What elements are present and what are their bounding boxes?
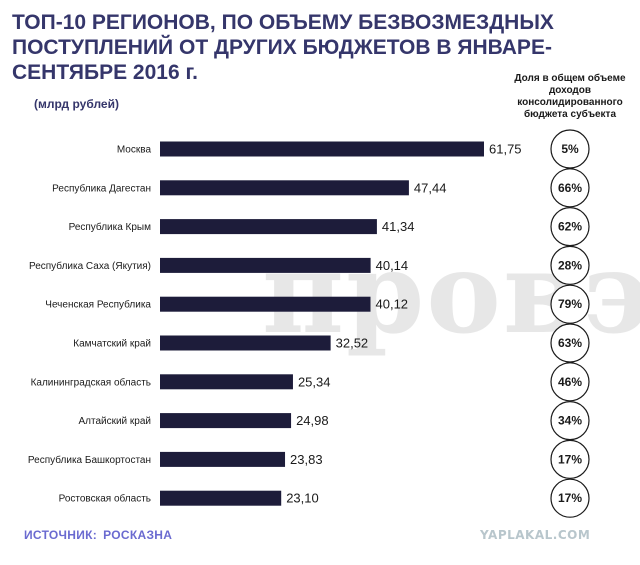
chart-title: ТОП-10 РЕГИОНОВ, ПО ОБЪЕМУ БЕЗВОЗМЕЗДНЫХ… bbox=[12, 11, 554, 84]
site-watermark: YAPLAKAL.COM bbox=[480, 528, 591, 542]
value-label: 47,44 bbox=[414, 180, 447, 195]
bar bbox=[160, 296, 371, 312]
source-label: ИСТОЧНИК: bbox=[24, 528, 98, 542]
share-circle bbox=[550, 323, 590, 363]
share-circle bbox=[550, 129, 590, 169]
share-column-header: Доля в общем объеме доходов консолидиров… bbox=[514, 73, 626, 120]
category-label: Камчатский край bbox=[73, 339, 151, 350]
value-label: 24,98 bbox=[296, 413, 329, 428]
value-label: 23,10 bbox=[286, 491, 319, 506]
category-label: Чеченская Республика bbox=[45, 299, 151, 311]
share-label: 79% bbox=[558, 297, 582, 311]
share-label: 46% bbox=[558, 375, 582, 389]
value-label: 32,52 bbox=[336, 336, 369, 351]
share-label: 17% bbox=[558, 452, 582, 466]
share-circle bbox=[550, 478, 590, 518]
bar bbox=[160, 490, 282, 506]
share-circle bbox=[550, 245, 590, 285]
value-label: 40,12 bbox=[376, 297, 409, 312]
bar bbox=[160, 374, 293, 390]
share-label: 62% bbox=[558, 220, 582, 234]
category-label: Москва bbox=[117, 145, 152, 156]
source-value: РОСКАЗНА bbox=[103, 528, 173, 542]
share-circle bbox=[550, 401, 590, 441]
share-label: 34% bbox=[558, 414, 582, 428]
bar bbox=[160, 141, 484, 157]
share-circle bbox=[550, 362, 590, 402]
share-label: 63% bbox=[558, 336, 582, 350]
category-label: Республика Башкортостан bbox=[28, 454, 151, 466]
share-circle bbox=[550, 284, 590, 324]
value-label: 40,14 bbox=[376, 258, 409, 273]
value-label: 25,34 bbox=[298, 374, 331, 389]
bar bbox=[160, 257, 371, 273]
source-note: ИСТОЧНИК: РОСКАЗНА bbox=[24, 528, 172, 542]
category-label: Республика Крым bbox=[69, 221, 152, 233]
share-label: 66% bbox=[558, 181, 582, 195]
bar bbox=[160, 335, 331, 351]
category-label: Республика Дагестан bbox=[52, 182, 151, 194]
share-label: 28% bbox=[558, 258, 582, 272]
bar bbox=[160, 451, 286, 467]
share-circle bbox=[550, 168, 590, 208]
bar bbox=[160, 180, 409, 196]
category-label: Ростовская область bbox=[59, 493, 151, 505]
share-circle bbox=[550, 207, 590, 247]
value-label: 23,83 bbox=[290, 452, 323, 467]
bar bbox=[160, 413, 292, 429]
category-label: Калининградская область bbox=[31, 376, 151, 388]
share-label: 5% bbox=[561, 142, 579, 156]
share-label: 17% bbox=[558, 491, 582, 505]
value-label: 41,34 bbox=[382, 219, 415, 234]
category-label: Республика Саха (Якутия) bbox=[29, 260, 151, 272]
category-label: Алтайский край bbox=[78, 416, 151, 427]
value-label: 61,75 bbox=[489, 142, 522, 157]
units-label: (млрд рублей) bbox=[34, 97, 119, 111]
bar bbox=[160, 219, 377, 235]
share-circle bbox=[550, 439, 590, 479]
